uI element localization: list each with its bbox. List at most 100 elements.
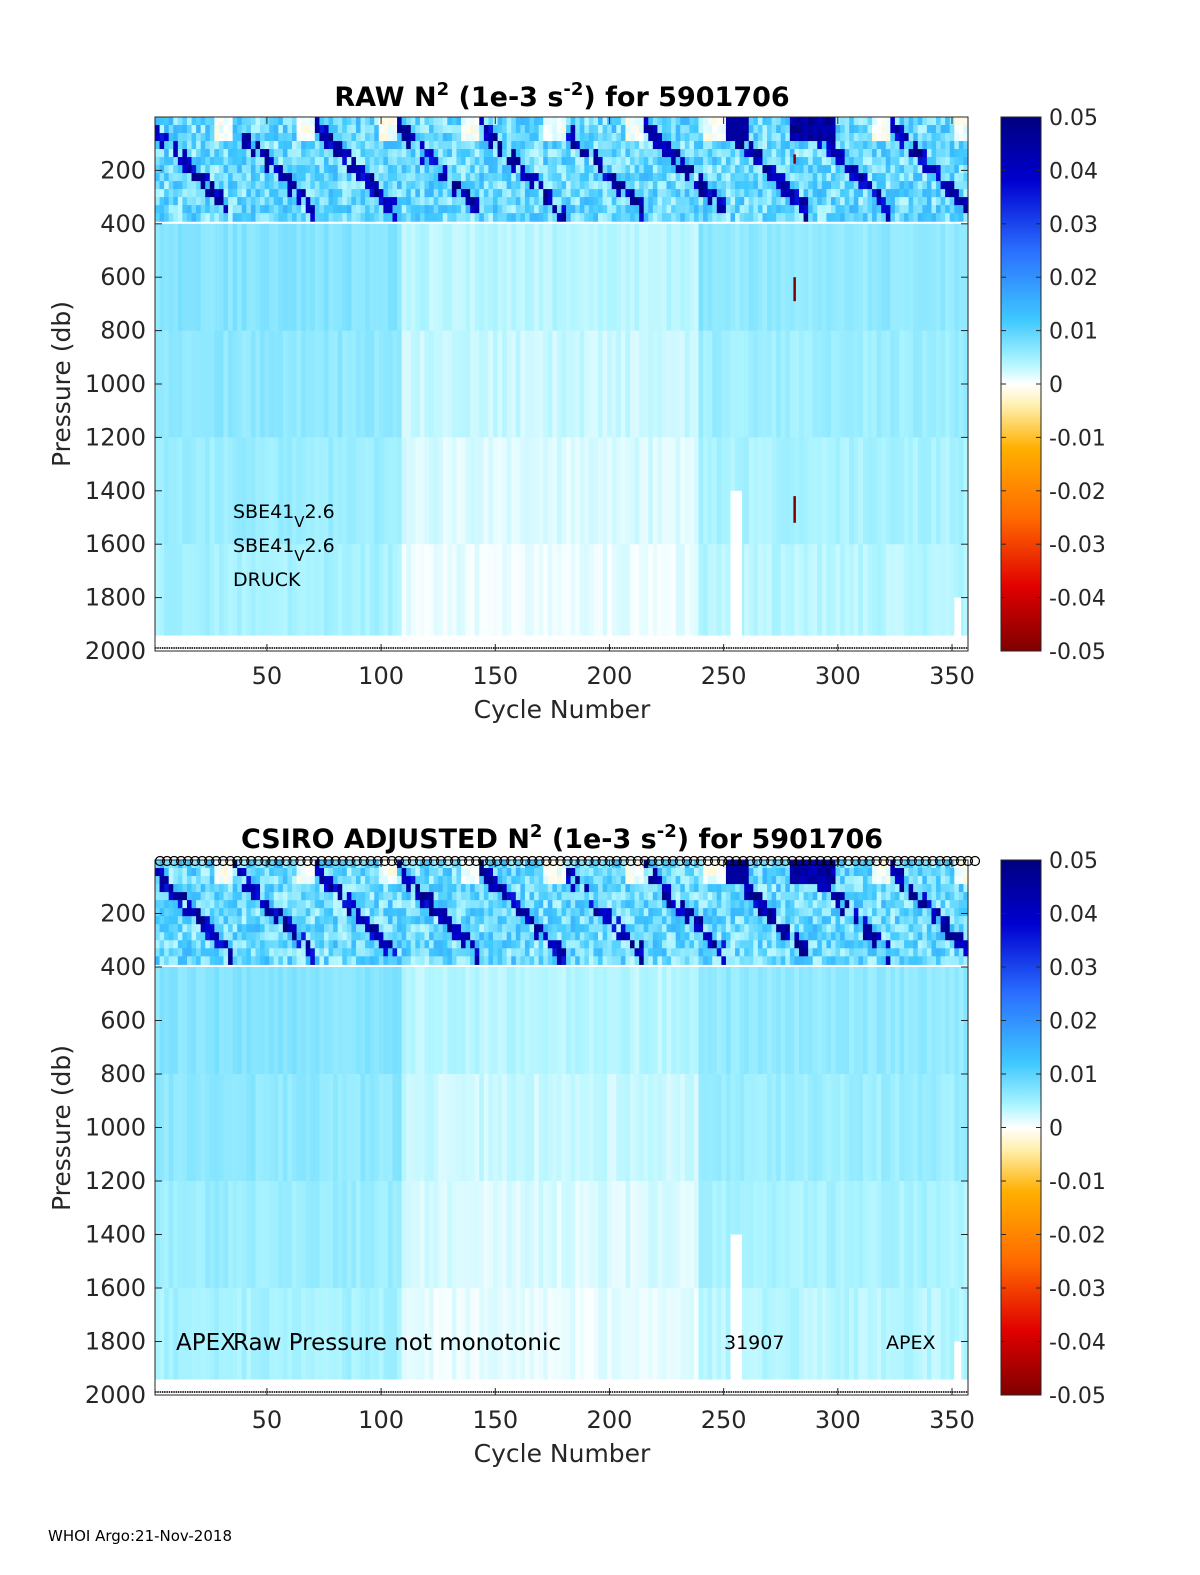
heat-cell — [470, 1181, 476, 1289]
profile-end-mark — [883, 647, 885, 649]
heat-cell — [424, 205, 430, 214]
heat-cell — [538, 1074, 544, 1182]
heat-cell — [177, 876, 184, 885]
heat-cell — [232, 157, 238, 166]
heat-cell — [789, 149, 796, 158]
heat-cell — [543, 181, 549, 190]
heat-cell — [438, 181, 444, 190]
heat-cell — [177, 157, 184, 166]
heat-cell — [707, 173, 713, 182]
heat-cell — [168, 967, 174, 1075]
heat-cell — [826, 181, 832, 190]
heat-cell — [433, 900, 439, 909]
heat-cell — [835, 197, 841, 206]
heat-cell — [497, 1074, 503, 1182]
heat-cell — [159, 876, 165, 885]
heat-cell — [374, 884, 380, 893]
heat-cell — [808, 437, 814, 545]
heat-cell — [159, 884, 165, 893]
heat-cell — [255, 117, 261, 126]
profile-end-mark — [662, 647, 664, 649]
heat-cell — [287, 1288, 293, 1380]
profile-end-mark — [531, 647, 534, 649]
heat-cell — [840, 181, 846, 190]
heat-cell — [502, 860, 508, 869]
heat-cell — [278, 1288, 284, 1380]
heat-cell — [926, 181, 933, 190]
heat-cell — [287, 884, 293, 893]
heat-cell — [287, 181, 293, 190]
heat-cell — [442, 940, 448, 949]
heat-cell — [186, 948, 193, 957]
heat-cell — [397, 1288, 403, 1380]
profile-end-mark — [289, 647, 292, 649]
heat-cell — [470, 1288, 476, 1380]
heat-cell — [451, 149, 458, 158]
heat-cell — [588, 544, 595, 636]
heat-cell — [661, 165, 668, 174]
heat-cell — [159, 125, 165, 134]
heat-cell — [292, 1181, 298, 1289]
heat-cell — [556, 157, 563, 166]
heat-cell — [369, 948, 375, 957]
heat-cell — [812, 149, 818, 158]
heat-cell — [730, 149, 736, 158]
profile-end-mark — [741, 647, 744, 649]
profile-end-mark — [486, 647, 488, 649]
heat-cell — [228, 223, 234, 332]
heat-cell — [397, 924, 403, 933]
heat-cell — [698, 141, 704, 150]
heat-cell — [328, 157, 334, 166]
heat-cell — [228, 181, 234, 190]
heat-cell — [899, 117, 905, 126]
heat-cell — [296, 157, 302, 166]
heat-cell — [515, 125, 521, 134]
heat-cell — [643, 173, 649, 182]
heat-cell — [520, 223, 526, 332]
heat-cell — [849, 437, 855, 545]
heat-cell — [314, 157, 321, 166]
heat-cell — [497, 189, 503, 198]
heat-cell — [926, 173, 933, 182]
profile-end-mark — [915, 647, 917, 649]
profile-end-mark — [961, 647, 963, 649]
heat-cell — [456, 205, 462, 214]
heat-cell — [639, 330, 645, 438]
heat-cell — [438, 330, 444, 438]
heat-cell — [365, 544, 371, 636]
heat-cell — [803, 205, 809, 214]
heat-cell — [310, 437, 316, 545]
heat-cell — [218, 916, 225, 925]
heat-cell — [410, 924, 416, 933]
heat-cell — [287, 133, 293, 142]
heat-cell — [821, 117, 828, 126]
heat-cell — [205, 932, 211, 941]
heat-cell — [470, 900, 476, 909]
heat-cell — [200, 948, 206, 957]
profile-end-mark — [664, 647, 666, 649]
heat-cell — [260, 181, 266, 190]
profile-end-mark — [773, 647, 776, 649]
heat-cell — [703, 330, 709, 438]
heat-cell — [155, 205, 161, 214]
heat-cell — [502, 330, 508, 438]
heat-cell — [524, 1288, 531, 1380]
heat-cell — [451, 173, 458, 182]
heat-cell — [305, 157, 311, 166]
heat-cell — [739, 544, 745, 636]
heat-cell — [314, 197, 321, 206]
heat-cell — [191, 544, 197, 636]
heat-cell — [625, 223, 631, 332]
heat-cell — [474, 133, 480, 142]
heat-cell — [273, 173, 279, 182]
heat-cell — [867, 149, 873, 158]
heat-cell — [365, 868, 371, 877]
heat-cell — [383, 940, 389, 949]
heat-cell — [675, 213, 681, 222]
heat-cell — [186, 223, 193, 332]
heat-cell — [255, 967, 261, 1075]
heat-cell — [278, 916, 284, 925]
heat-cell — [177, 860, 184, 869]
heat-cell — [465, 330, 471, 438]
heat-cell — [780, 149, 786, 158]
